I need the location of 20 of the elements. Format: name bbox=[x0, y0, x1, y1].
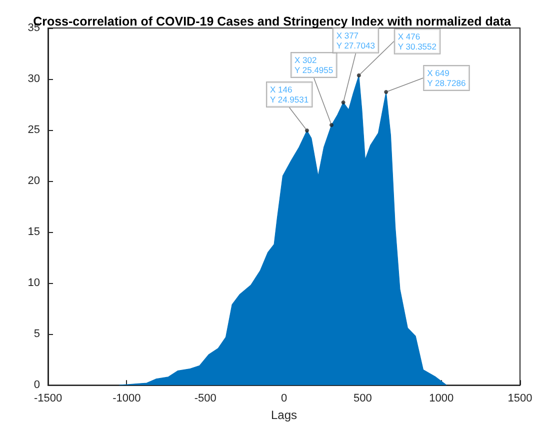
annotation: X 146 Y 24.9531 bbox=[270, 84, 309, 105]
x-tick-label: -1000 bbox=[112, 392, 141, 405]
y-tick-label: 15 bbox=[28, 226, 40, 238]
x-tick-label: 500 bbox=[353, 392, 372, 405]
y-tick-label: 25 bbox=[28, 124, 40, 136]
x-tick-label: 1000 bbox=[429, 392, 454, 405]
x-tick-label: 1500 bbox=[508, 392, 532, 405]
y-tick-label: 30 bbox=[28, 73, 40, 86]
y-tick-label: 0 bbox=[34, 379, 40, 392]
x-tick-label: 0 bbox=[280, 392, 288, 405]
x-axis-title: Lags bbox=[270, 408, 298, 422]
y-tick-label: 10 bbox=[28, 277, 40, 290]
annotation: X 302 Y 25.4955 bbox=[294, 54, 334, 75]
x-tick-label: -500 bbox=[194, 392, 216, 405]
y-tick-label: 20 bbox=[28, 175, 40, 188]
annotation: X 377 Y 27.7043 bbox=[336, 30, 376, 50]
y-tick-label: 5 bbox=[34, 328, 40, 340]
annotation: X 649 Y 28.7286 bbox=[427, 68, 466, 88]
x-tick-label: -1500 bbox=[34, 392, 62, 405]
annotation: X 476 Y 30.3552 bbox=[398, 31, 437, 52]
